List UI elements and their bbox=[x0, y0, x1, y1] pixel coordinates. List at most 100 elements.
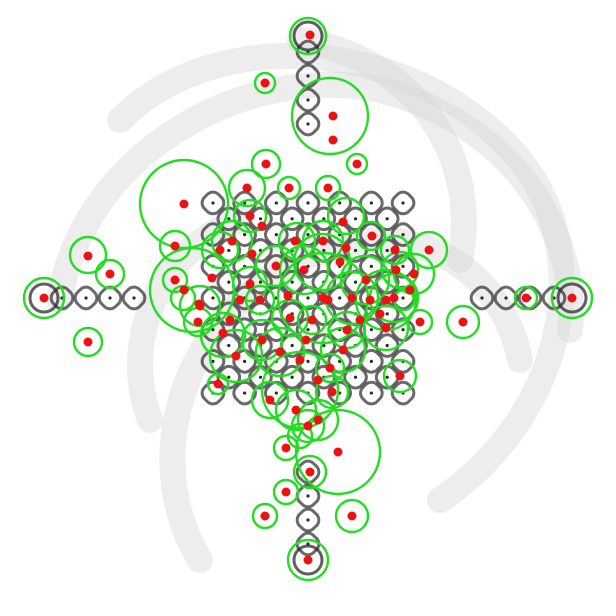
detection-dot bbox=[409, 269, 419, 279]
kolam-loop bbox=[295, 39, 321, 65]
detection-dot bbox=[318, 236, 328, 246]
kolam-loop bbox=[248, 333, 273, 358]
kolam-dot bbox=[338, 201, 342, 205]
kolam-loop bbox=[232, 285, 257, 311]
kolam-loop bbox=[279, 238, 305, 263]
detection-dot bbox=[328, 135, 338, 145]
detection-circle bbox=[94, 258, 126, 290]
detection-dot bbox=[424, 245, 434, 255]
kolam-loop bbox=[263, 317, 289, 343]
kolam-loop bbox=[248, 206, 273, 232]
detection-circle bbox=[272, 478, 300, 506]
detection-dot bbox=[255, 295, 265, 305]
detection-dot bbox=[245, 279, 255, 289]
kolam-dot bbox=[258, 280, 263, 284]
kolam-dot bbox=[401, 296, 405, 300]
detection-circle bbox=[227, 168, 267, 208]
kolam-dot bbox=[306, 122, 310, 126]
kolam-loop bbox=[493, 285, 519, 311]
detection-dot bbox=[323, 295, 333, 305]
detection-dot bbox=[265, 395, 275, 405]
kolam-dot bbox=[306, 328, 310, 332]
detection-circle bbox=[277, 221, 317, 261]
detection-dot bbox=[179, 285, 189, 295]
detection-dot bbox=[355, 315, 365, 325]
kolam-dot bbox=[480, 296, 484, 300]
detection-circle bbox=[355, 220, 387, 252]
detection-circle bbox=[445, 304, 481, 340]
detection-dot bbox=[395, 371, 405, 381]
kolam-end-loop bbox=[292, 20, 324, 52]
detection-circle bbox=[22, 276, 66, 320]
detection-dot bbox=[338, 217, 348, 227]
detection-dot bbox=[301, 335, 311, 345]
kolam-dot bbox=[369, 328, 373, 332]
detection-dot bbox=[303, 421, 313, 431]
detection-dot bbox=[218, 328, 228, 338]
kolam-dot bbox=[243, 391, 247, 395]
detection-dot bbox=[225, 315, 235, 325]
kolam-loop bbox=[121, 285, 147, 311]
detection-dot bbox=[295, 355, 305, 365]
kolam-loop bbox=[469, 285, 495, 311]
kolam-dot bbox=[385, 375, 389, 379]
kolam-dot bbox=[369, 391, 373, 395]
detection-dot bbox=[193, 317, 203, 327]
detection-dot bbox=[375, 309, 385, 319]
kolam-dot bbox=[369, 264, 373, 268]
kolam-dot bbox=[401, 233, 405, 237]
kolam-dot bbox=[290, 280, 294, 284]
detection-circles bbox=[22, 16, 594, 582]
detection-dot bbox=[323, 183, 333, 193]
detection-circle bbox=[314, 352, 346, 384]
detection-dot bbox=[335, 257, 345, 267]
detection-circle bbox=[244, 284, 276, 316]
detection-circle bbox=[314, 374, 350, 410]
kolam-loop bbox=[200, 190, 226, 216]
detection-circle bbox=[550, 276, 594, 320]
kolam-dot bbox=[322, 248, 326, 253]
detection-dot bbox=[83, 337, 93, 347]
kolam-loop bbox=[232, 190, 257, 216]
detection-dot bbox=[291, 405, 301, 415]
kolam-dot bbox=[385, 312, 389, 316]
watermark-stroke bbox=[47, 71, 584, 343]
detection-dot bbox=[333, 447, 343, 457]
kolam-dot bbox=[353, 375, 358, 379]
detection-dot bbox=[275, 347, 285, 357]
detection-dot bbox=[303, 555, 313, 565]
kolam-loop bbox=[374, 364, 400, 390]
detection-dot bbox=[284, 183, 294, 193]
detection-circle bbox=[250, 148, 282, 180]
detection-dot bbox=[390, 245, 400, 255]
detection-dot bbox=[215, 245, 225, 255]
kolam-dot bbox=[353, 217, 358, 221]
kolam-dot bbox=[385, 217, 389, 221]
detection-circle bbox=[294, 408, 382, 496]
kolam-dot bbox=[227, 248, 231, 253]
detection-dot bbox=[299, 265, 309, 275]
kolam-dot bbox=[369, 359, 373, 363]
kolam-dot bbox=[385, 343, 389, 348]
detection-dot bbox=[179, 199, 189, 209]
detection-circle bbox=[68, 235, 108, 275]
kolam-dot bbox=[401, 264, 405, 268]
detection-circle bbox=[200, 230, 240, 270]
kolam-end-loop bbox=[28, 282, 60, 314]
kolam-dot bbox=[227, 217, 231, 221]
detection-dot bbox=[290, 236, 300, 246]
detection-circle bbox=[292, 454, 328, 490]
watermark-stroke bbox=[287, 27, 477, 273]
kolam-dot bbox=[353, 280, 358, 284]
detection-dot bbox=[347, 293, 357, 303]
kolam-dot bbox=[322, 217, 326, 221]
kolam-dot bbox=[211, 328, 215, 332]
kolam-dot bbox=[322, 343, 326, 348]
kolam-loop bbox=[263, 190, 289, 216]
detection-dot bbox=[247, 249, 257, 259]
kolam-loop bbox=[279, 364, 305, 390]
detection-circle bbox=[254, 244, 298, 288]
detection-dot bbox=[305, 30, 315, 40]
kolam-dot bbox=[258, 375, 263, 379]
